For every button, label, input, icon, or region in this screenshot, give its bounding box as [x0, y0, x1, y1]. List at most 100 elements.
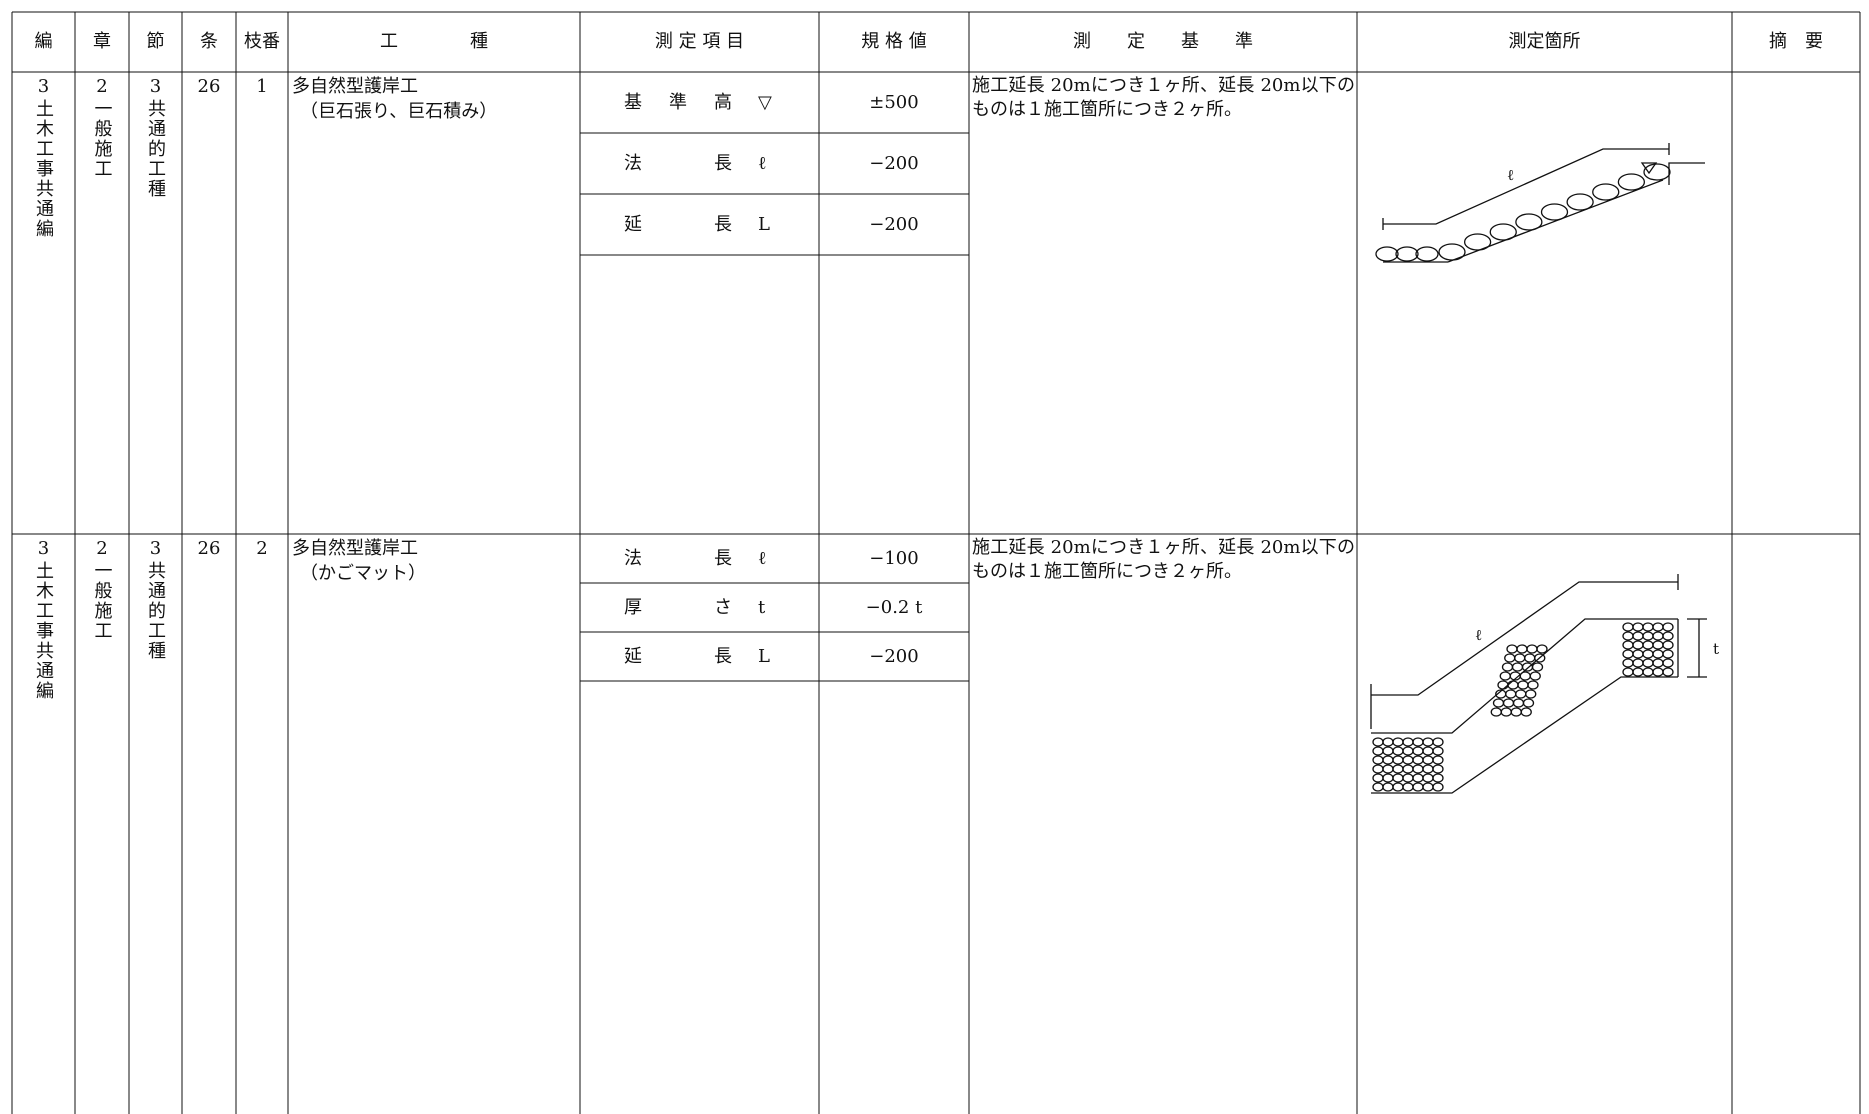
stone [1522, 698, 1535, 708]
spec-value: −200 [869, 646, 919, 667]
number: 2 [96, 76, 108, 97]
stone [1632, 658, 1644, 668]
slope-line [1447, 179, 1664, 263]
stone [1652, 667, 1664, 677]
number: 3 [37, 538, 50, 559]
stone [1622, 667, 1634, 677]
stone [1395, 246, 1419, 262]
stone [1432, 746, 1444, 756]
stone [1372, 755, 1384, 765]
stone [1402, 782, 1414, 792]
hierarchy-cell: 3 共通的工種 [129, 74, 182, 199]
branch-number: 2 [256, 538, 268, 559]
thickness-label: t [1713, 640, 1719, 658]
stone [1520, 707, 1532, 717]
stone [1412, 782, 1424, 792]
stone [1422, 737, 1434, 747]
stone [1662, 640, 1674, 650]
spec-value: −100 [869, 548, 919, 569]
measure-item: 厚さ t [624, 583, 765, 632]
stone [1382, 764, 1394, 774]
name: 共通的工種 [145, 99, 166, 199]
stone [1382, 746, 1394, 756]
stone [1642, 658, 1654, 668]
stone [1622, 649, 1634, 659]
stone [1652, 658, 1664, 668]
number: 3 [37, 76, 50, 97]
item-name: 厚さ [624, 597, 732, 618]
spec-value: −200 [869, 214, 919, 235]
stone [1506, 644, 1518, 654]
stone [1432, 773, 1444, 783]
stone [1642, 640, 1654, 650]
spec-value: ±500 [869, 92, 919, 113]
stone [1392, 746, 1404, 756]
number: 3 [149, 538, 162, 559]
stone [1422, 746, 1434, 756]
stone [1505, 689, 1517, 699]
stone [1642, 667, 1654, 677]
stone [1516, 644, 1528, 654]
stone [1422, 773, 1434, 783]
work-type: 多自然型護岸工 [292, 538, 418, 559]
stone [1622, 658, 1634, 668]
stone [1662, 658, 1674, 668]
stone [1412, 773, 1424, 783]
spec-value: −0.2 t [865, 597, 923, 618]
item-symbol: L [758, 214, 770, 235]
stone [1511, 662, 1524, 672]
diagram-gabion-mat: ℓ t [1370, 574, 1719, 794]
name: 土木工事共通編 [33, 99, 54, 239]
stone [1642, 622, 1654, 632]
mat-bottom [1371, 676, 1678, 794]
stone [1422, 755, 1434, 765]
item-symbol: ▽ [758, 92, 772, 113]
branch-cell: 1 [236, 74, 288, 99]
stone [1392, 764, 1404, 774]
stones [1372, 622, 1674, 792]
branch-cell: 2 [236, 536, 288, 561]
stone [1392, 782, 1404, 792]
hierarchy-cell: 2 一般施工 [75, 536, 129, 641]
stone [1652, 622, 1664, 632]
hierarchy-cell: 2 一般施工 [75, 74, 129, 179]
stone [1652, 640, 1664, 650]
item-symbol: t [758, 597, 766, 618]
item-symbol: ℓ [758, 153, 767, 174]
name: 共通的工種 [145, 561, 166, 661]
stone [1643, 163, 1671, 181]
number: 2 [96, 538, 108, 559]
item-symbol: ℓ [758, 548, 767, 569]
stone [1662, 667, 1674, 677]
item-name: 延長 [624, 214, 732, 235]
item-name: 法長 [624, 153, 732, 174]
stone [1507, 680, 1519, 690]
stone [1622, 640, 1634, 650]
item-name: 法長 [624, 548, 732, 569]
measure-item: 延長 L [624, 632, 770, 681]
branch-number: 1 [256, 76, 268, 97]
stone [1375, 246, 1399, 262]
stone [1529, 671, 1541, 681]
header-cell: 枝番 [244, 31, 280, 52]
stone [1652, 649, 1664, 659]
article-number: 26 [197, 538, 221, 559]
stone [1632, 622, 1644, 632]
stone [1412, 755, 1424, 765]
stone [1501, 662, 1514, 672]
stone [1514, 653, 1526, 663]
stone [1642, 649, 1654, 659]
item-name: 延長 [624, 646, 732, 667]
stone [1432, 782, 1444, 792]
header-cell: 測 定 項 目 [654, 31, 745, 52]
stone [1392, 737, 1404, 747]
stone [1521, 662, 1534, 672]
hierarchy-cell: 3 土木工事共通編 [12, 74, 75, 239]
stone [1382, 773, 1394, 783]
stone [1490, 707, 1502, 717]
stone [1499, 671, 1511, 681]
measure-item: 基準高 ▽ [624, 72, 772, 133]
header-cell: 節 [146, 31, 165, 52]
stone [1372, 782, 1384, 792]
